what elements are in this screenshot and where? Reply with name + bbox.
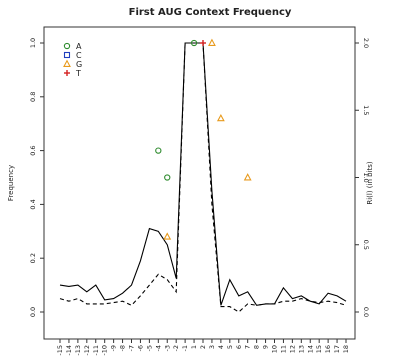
x-tick-label: 2 bbox=[199, 345, 207, 349]
x-tick-label: 13 bbox=[297, 345, 305, 353]
x-tick-label: -1 bbox=[181, 345, 189, 351]
point-triangle bbox=[163, 232, 172, 240]
x-tick-label: -10 bbox=[101, 345, 109, 356]
x-tick-label: -14 bbox=[65, 345, 73, 356]
y-tick-label: 0.4 bbox=[29, 199, 37, 209]
y-tick-label: 0.0 bbox=[29, 307, 37, 317]
x-tick-label: -5 bbox=[145, 345, 153, 351]
y-tick-label: 1.0 bbox=[29, 38, 37, 48]
point-plus bbox=[200, 40, 206, 46]
y2-tick-label: 2.0 bbox=[362, 38, 370, 48]
y-axis-right: 0.0 0.5 1.0 1.5 2.0 bbox=[355, 38, 370, 317]
legend-marker-G bbox=[63, 59, 71, 67]
point-circle bbox=[155, 147, 162, 154]
y2-tick-label: 0.0 bbox=[362, 307, 370, 317]
x-tick-label: 6 bbox=[235, 345, 243, 349]
legend-marker-C bbox=[63, 51, 71, 59]
x-tick-label: -9 bbox=[110, 345, 118, 351]
x-tick-label: -3 bbox=[163, 345, 171, 351]
x-tick-label: -7 bbox=[128, 345, 136, 351]
x-tick-label: 3 bbox=[208, 345, 216, 349]
x-tick-label: 18 bbox=[342, 345, 350, 353]
point-triangle bbox=[243, 173, 252, 181]
y-axis-label: Frequency bbox=[7, 165, 15, 201]
legend-marker-A bbox=[63, 42, 71, 50]
y2-axis-label: Ri(l) (in bits) bbox=[366, 161, 374, 205]
y-tick-label: 0.2 bbox=[29, 253, 37, 263]
y-axis-left: 0.0 0.2 0.4 0.6 0.8 1.0 bbox=[29, 38, 44, 317]
x-tick-label: 10 bbox=[271, 345, 279, 353]
x-tick-label: -12 bbox=[83, 345, 91, 356]
series-line-solid bbox=[59, 42, 347, 306]
x-tick-label: 15 bbox=[315, 345, 323, 353]
x-tick-label: 8 bbox=[253, 345, 261, 349]
x-tick-label: -8 bbox=[119, 345, 127, 351]
legend-marker-T bbox=[64, 70, 70, 76]
x-tick-label: 7 bbox=[244, 345, 252, 349]
legend-label: C bbox=[76, 51, 82, 60]
plot-area-frame bbox=[43, 26, 356, 340]
x-tick-label: 16 bbox=[324, 345, 332, 353]
y2-tick-label: 1.5 bbox=[362, 105, 370, 115]
x-tick-label: 14 bbox=[306, 345, 314, 353]
legend-label: A bbox=[76, 42, 82, 51]
x-tick-label: -11 bbox=[92, 345, 100, 356]
legend-label: G bbox=[76, 60, 82, 69]
x-tick-label: -13 bbox=[74, 345, 82, 356]
y-tick-label: 0.8 bbox=[29, 92, 37, 102]
point-circle bbox=[190, 39, 198, 47]
point-triangle bbox=[216, 113, 225, 122]
x-axis: -15 -14 -13 -12 -11 -10 -9 -8 -7 -6 -5 -4 -3 -2 -1 1 2 3 4… bbox=[56, 339, 350, 356]
y2-tick-label: 1.0 bbox=[362, 172, 370, 182]
x-tick-label: 17 bbox=[333, 345, 341, 353]
legend-label: T bbox=[75, 69, 81, 78]
x-tick-label: -2 bbox=[172, 345, 180, 351]
x-tick-label: 9 bbox=[262, 345, 270, 349]
x-tick-label: -4 bbox=[154, 345, 162, 351]
x-tick-label: 12 bbox=[288, 345, 296, 353]
y-tick-label: 0.6 bbox=[29, 145, 37, 155]
x-tick-label: -15 bbox=[56, 345, 64, 356]
y2-tick-label: 0.5 bbox=[362, 240, 370, 250]
series-line-dashed bbox=[59, 42, 347, 313]
chart-title: First AUG Context Frequency bbox=[129, 7, 292, 18]
point-triangle bbox=[208, 38, 216, 46]
x-tick-label: 11 bbox=[279, 345, 287, 353]
series-layer bbox=[59, 42, 347, 313]
point-circle bbox=[164, 174, 171, 181]
x-tick-label: 5 bbox=[226, 345, 234, 349]
points-layer bbox=[155, 38, 252, 240]
x-tick-label: -6 bbox=[136, 345, 144, 351]
x-tick-label: 4 bbox=[217, 345, 225, 349]
x-tick-label: 1 bbox=[190, 345, 198, 349]
